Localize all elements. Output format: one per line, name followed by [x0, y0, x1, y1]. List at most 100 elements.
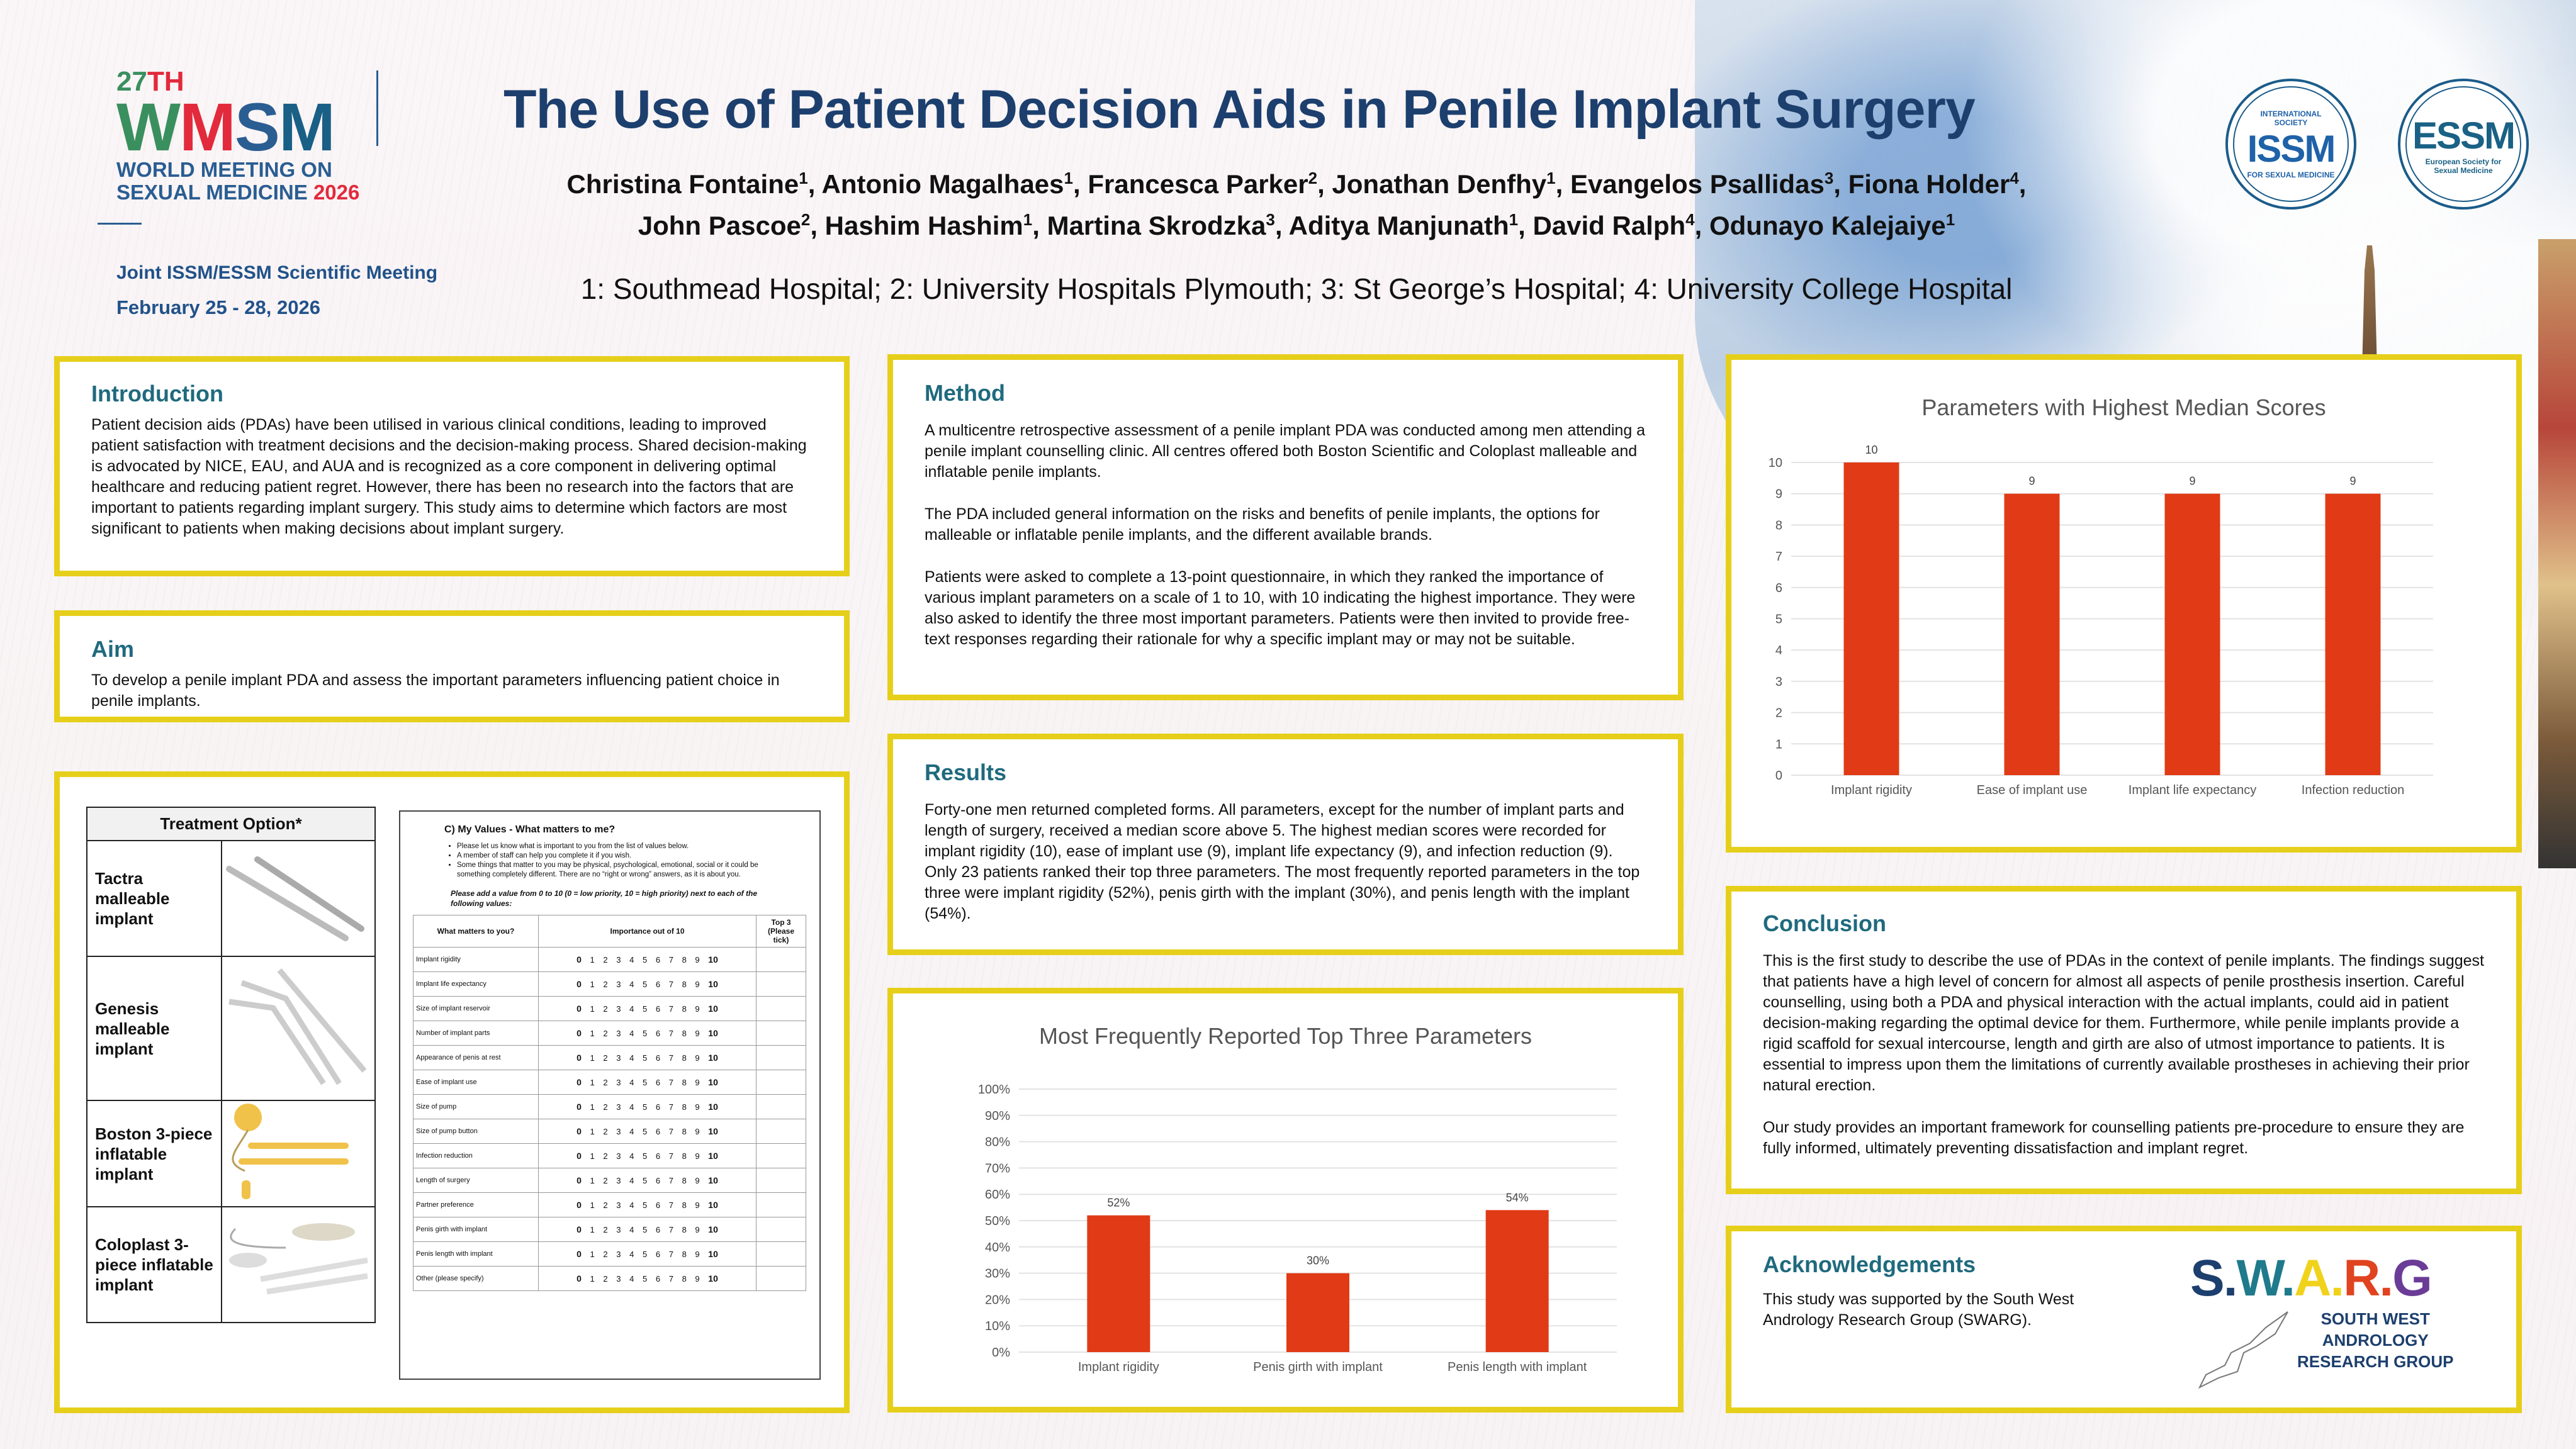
value-label: Partner preference	[413, 1192, 539, 1217]
section-heading: Results	[925, 759, 1007, 785]
top3-tick-cell[interactable]	[756, 1070, 806, 1095]
data-label: 10	[1865, 444, 1877, 456]
value-label: Size of pump	[413, 1094, 539, 1119]
value-label: Size of implant reservoir	[413, 996, 539, 1021]
value-label: Ease of implant use	[413, 1070, 539, 1095]
importance-scale[interactable]: 0 1 2 3 4 5 6 7 8 9 10	[538, 1241, 756, 1267]
treatment-options-table: Treatment Option* Tactra malleable impla…	[86, 807, 376, 1323]
author: Jonathan Denfhy1	[1332, 169, 1556, 199]
y-tick-label: 70%	[985, 1161, 1010, 1175]
form-instruction: Please add a value from 0 to 10 (0 = low…	[451, 889, 758, 908]
issm-logo: INTERNATIONAL SOCIETY ISSM FOR SEXUAL ME…	[2225, 79, 2356, 210]
y-tick-label: 20%	[985, 1293, 1010, 1307]
chart-title: Most Frequently Reported Top Three Param…	[1039, 1023, 1532, 1049]
top3-tick-cell[interactable]	[756, 1192, 806, 1217]
data-label: 54%	[1506, 1191, 1529, 1204]
swarg-line: RESEARCH GROUP	[2297, 1352, 2454, 1371]
y-tick-label: 80%	[985, 1136, 1010, 1150]
y-tick-label: 5	[1775, 613, 1782, 627]
aim-section: Aim To develop a penile implant PDA and …	[54, 610, 850, 722]
section-body: Patient decision aids (PDAs) have been u…	[91, 416, 807, 537]
section-body: This study was supported by the South We…	[1763, 1290, 2074, 1329]
implant-label: Boston 3-piece inflatable implant	[86, 1100, 222, 1207]
section-paragraph: Patients were asked to complete a 13-poi…	[925, 568, 1636, 648]
table-row: Partner preference 0 1 2 3 4 5 6 7 8 9 10	[413, 1192, 806, 1217]
top3-tick-cell[interactable]	[756, 1266, 806, 1291]
top3-tick-cell[interactable]	[756, 971, 806, 997]
bar	[1286, 1273, 1349, 1352]
table-row: Size of pump 0 1 2 3 4 5 6 7 8 9 10	[413, 1094, 806, 1119]
city-background-image	[2538, 239, 2576, 868]
implant-label: Coloplast 3-piece inflatable implant	[86, 1206, 222, 1323]
implant-label: Tactra malleable implant	[86, 840, 222, 957]
value-label: Implant life expectancy	[413, 971, 539, 997]
importance-scale[interactable]: 0 1 2 3 4 5 6 7 8 9 10	[538, 1143, 756, 1168]
top3-tick-cell[interactable]	[756, 1045, 806, 1070]
conference-logo: 27TH WMSM WORLD MEETING ON SEXUAL MEDICI…	[98, 68, 438, 319]
value-label: Implant rigidity	[413, 947, 539, 972]
table-row: Appearance of penis at rest 0 1 2 3 4 5 6…	[413, 1045, 806, 1070]
value-label: Length of surgery	[413, 1168, 539, 1193]
top3-tick-cell[interactable]	[756, 1021, 806, 1046]
author: David Ralph4	[1533, 210, 1695, 240]
chart-title: Parameters with Highest Median Scores	[1921, 394, 2326, 420]
top3-tick-cell[interactable]	[756, 1241, 806, 1267]
author: Martina Skrodzka3	[1047, 210, 1275, 240]
poster-title: The Use of Patient Decision Aids in Peni…	[503, 79, 1976, 140]
value-label: Infection reduction	[413, 1143, 539, 1168]
median-scores-chart: Parameters with Highest Median Scores 0 1 2…	[1769, 394, 2433, 797]
x-tick-label: Penis girth with implant	[1253, 1360, 1383, 1374]
top3-tick-cell[interactable]	[756, 996, 806, 1021]
top3-tick-cell[interactable]	[756, 1094, 806, 1119]
conference-name-line2: SEXUAL MEDICINE 2026	[116, 181, 360, 204]
table-row: Other (please specify) 0 1 2 3 4 5 6 7 8 …	[413, 1266, 806, 1291]
y-tick-label: 0%	[992, 1346, 1010, 1360]
swarg-line: SOUTH WEST	[2320, 1309, 2430, 1328]
importance-scale[interactable]: 0 1 2 3 4 5 6 7 8 9 10	[538, 1192, 756, 1217]
section-paragraph: Our study provides an important framewor…	[1763, 1119, 2465, 1157]
y-tick-label: 30%	[985, 1267, 1010, 1281]
swarg-logo: S.W.A.R.G SOUTH WEST ANDROLOGY RESEARCH …	[2190, 1249, 2454, 1389]
top3-tick-cell[interactable]	[756, 1119, 806, 1144]
introduction-section: Introduction Patient decision aids (PDAs…	[54, 356, 850, 576]
importance-scale[interactable]: 0 1 2 3 4 5 6 7 8 9 10	[538, 947, 756, 972]
data-label: 30%	[1307, 1255, 1329, 1267]
importance-scale[interactable]: 0 1 2 3 4 5 6 7 8 9 10	[538, 1070, 756, 1095]
table-row: Implant rigidity 0 1 2 3 4 5 6 7 8 9 10	[413, 947, 806, 972]
boston-implant-image	[221, 1100, 376, 1207]
swarg-line: ANDROLOGY	[2322, 1331, 2429, 1350]
importance-scale[interactable]: 0 1 2 3 4 5 6 7 8 9 10	[538, 971, 756, 997]
section-paragraph: This is the first study to describe the …	[1763, 952, 2484, 1094]
essm-logo: ESSM European Society for Sexual Medicin…	[2398, 79, 2529, 210]
bar	[1843, 462, 1899, 775]
joint-meeting-label: Joint ISSM/ESSM Scientific Meeting	[116, 262, 438, 283]
top3-tick-cell[interactable]	[756, 1143, 806, 1168]
top3-tick-cell[interactable]	[756, 1168, 806, 1193]
top3-tick-cell[interactable]	[756, 947, 806, 972]
x-tick-label: Penis length with implant	[1448, 1360, 1587, 1374]
author-list: Christina Fontaine1, Antonio Magalhaes1,…	[566, 169, 2027, 240]
importance-scale[interactable]: 0 1 2 3 4 5 6 7 8 9 10	[538, 1045, 756, 1070]
data-label: 9	[2349, 475, 2356, 488]
author: John Pascoe2	[638, 210, 811, 240]
importance-scale[interactable]: 0 1 2 3 4 5 6 7 8 9 10	[538, 1119, 756, 1144]
section-heading: Conclusion	[1763, 910, 1886, 936]
value-label: Appearance of penis at rest	[413, 1045, 539, 1070]
swarg-letter: W.	[2236, 1250, 2295, 1307]
table-header: Treatment Option*	[86, 807, 376, 841]
importance-scale[interactable]: 0 1 2 3 4 5 6 7 8 9 10	[538, 1021, 756, 1046]
importance-scale[interactable]: 0 1 2 3 4 5 6 7 8 9 10	[538, 1168, 756, 1193]
conference-name-line1: WORLD MEETING ON	[116, 158, 332, 181]
method-section: Method A multicentre retrospective asses…	[887, 354, 1684, 700]
bar	[1087, 1215, 1150, 1352]
importance-scale[interactable]: 0 1 2 3 4 5 6 7 8 9 10	[538, 1266, 756, 1291]
importance-scale[interactable]: 0 1 2 3 4 5 6 7 8 9 10	[538, 1094, 756, 1119]
bar	[2325, 493, 2381, 775]
importance-scale[interactable]: 0 1 2 3 4 5 6 7 8 9 10	[538, 1217, 756, 1242]
values-table: What matters to you? Importance out of 1…	[413, 915, 806, 1291]
importance-scale[interactable]: 0 1 2 3 4 5 6 7 8 9 10	[538, 996, 756, 1021]
top3-tick-cell[interactable]	[756, 1217, 806, 1242]
section-paragraph: A multicentre retrospective assessment o…	[925, 422, 1646, 481]
acknowledgements-section: Acknowledgements This study was supporte…	[1726, 1226, 2522, 1413]
y-tick-label: 10%	[985, 1319, 1010, 1333]
